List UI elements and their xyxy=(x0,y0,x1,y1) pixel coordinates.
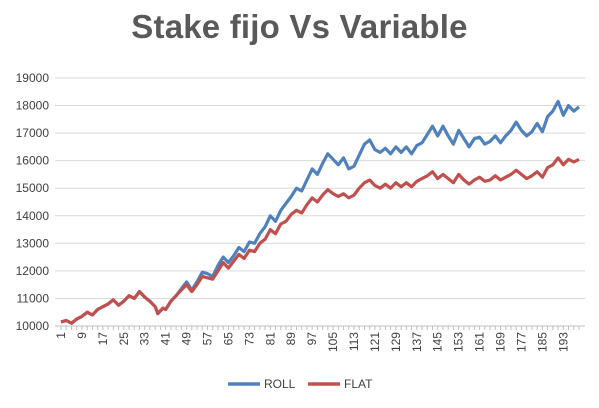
x-tick-label: 169 xyxy=(494,332,508,352)
y-tick-label: 12000 xyxy=(16,264,50,278)
x-tick-label: 113 xyxy=(347,332,361,351)
x-tick-label: 25 xyxy=(117,332,131,346)
gridlines xyxy=(55,77,585,299)
y-tick-label: 14000 xyxy=(16,209,50,223)
x-tick-label: 121 xyxy=(368,332,382,352)
x-tick-label: 1 xyxy=(54,332,68,339)
series-line-flat xyxy=(60,156,580,325)
x-tick-label: 65 xyxy=(221,332,235,346)
x-tick-label: 193 xyxy=(556,332,570,352)
series-line-roll xyxy=(60,99,581,325)
x-tick-label: 89 xyxy=(284,332,298,346)
legend-label-flat: FLAT xyxy=(344,377,373,391)
legend-label-roll: ROLL xyxy=(264,377,296,391)
y-tick-label: 16000 xyxy=(16,154,50,168)
x-tick-label: 73 xyxy=(242,332,256,346)
x-tick-label: 41 xyxy=(159,332,173,346)
y-tick-label: 13000 xyxy=(16,236,50,250)
x-tick-label: 145 xyxy=(431,332,445,352)
x-tick-label: 57 xyxy=(201,332,215,346)
y-tick-label: 15000 xyxy=(16,181,50,195)
chart-title: Stake fijo Vs Variable xyxy=(131,8,468,45)
y-tick-label: 18000 xyxy=(16,99,50,113)
x-tick-label: 17 xyxy=(96,332,110,346)
axes xyxy=(55,325,585,330)
y-tick-label: 19000 xyxy=(16,71,50,85)
x-tick-label: 49 xyxy=(180,332,194,346)
legend: ROLL FLAT xyxy=(228,377,373,391)
x-tick-label: 185 xyxy=(535,332,549,352)
x-tick-label: 81 xyxy=(263,332,277,346)
y-tick-label: 17000 xyxy=(16,126,50,140)
x-tick-label: 9 xyxy=(75,332,89,339)
x-tick-label: 97 xyxy=(305,332,319,346)
x-tick-label: 129 xyxy=(389,332,403,352)
x-tick-label: 153 xyxy=(452,332,466,352)
y-tick-label: 10000 xyxy=(16,319,50,333)
x-tick-label: 137 xyxy=(410,332,424,352)
y-axis-ticks: 10000 11000 12000 13000 14000 15000 16000 17000… xyxy=(16,71,50,333)
x-tick-label: 177 xyxy=(514,332,528,352)
x-tick-label: 105 xyxy=(326,332,340,352)
series-lines xyxy=(60,99,581,325)
x-tick-label: 161 xyxy=(473,332,487,352)
x-axis-ticks: 1 9 17 25 33 41 49 57 65 73 81 89 97 105 113 121 129 137 1… xyxy=(54,332,570,352)
y-tick-label: 11000 xyxy=(17,291,50,305)
x-tick-label: 33 xyxy=(138,332,152,346)
